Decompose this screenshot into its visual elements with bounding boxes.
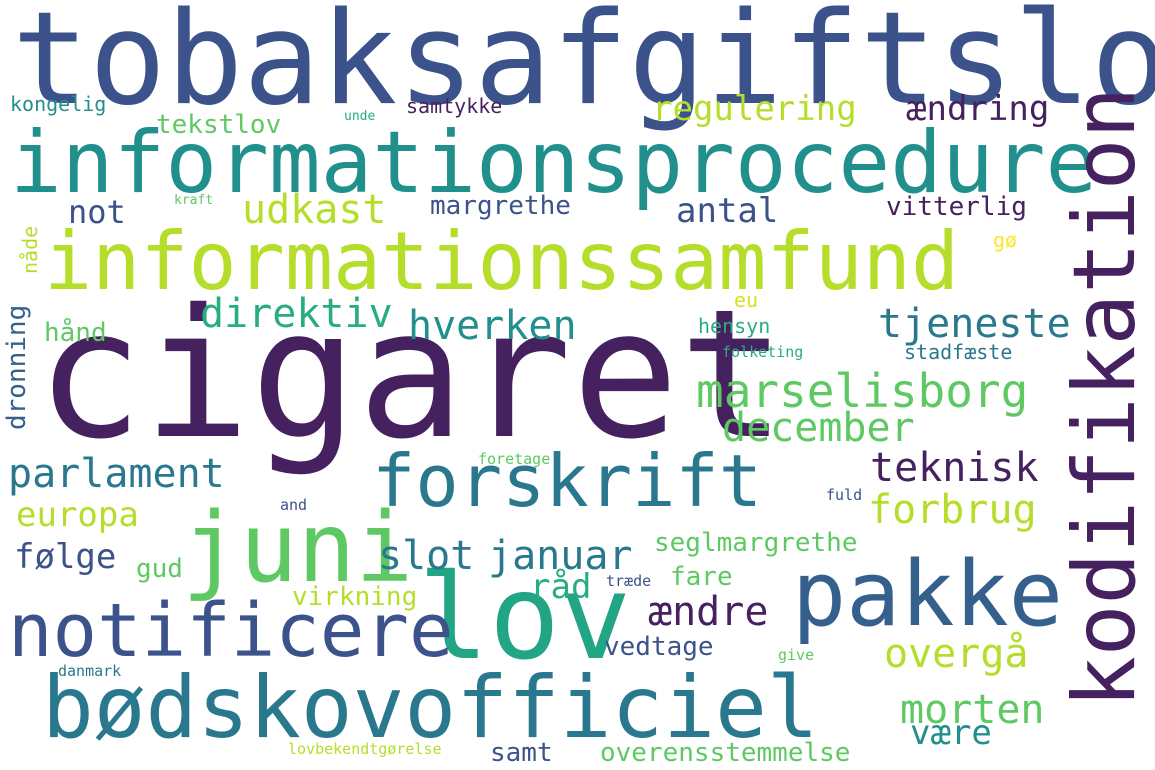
word-virkning: virkning	[292, 582, 418, 612]
word-slot: slot	[378, 533, 475, 579]
word-forskrift: forskrift	[372, 439, 763, 523]
word-go: gø	[993, 228, 1018, 252]
word-danmark: danmark	[58, 662, 122, 680]
word-give: give	[778, 646, 815, 664]
word-tekstlov: tekstlov	[156, 110, 282, 140]
word-morten: morten	[900, 687, 1045, 733]
word-lovbekendtgorelse: lovbekendtgørelse	[288, 740, 442, 758]
word-foretage: foretage	[478, 450, 551, 468]
word-folge: følge	[14, 537, 117, 577]
word-gud: gud	[136, 554, 183, 584]
word-juni: juni	[182, 492, 414, 604]
word-rad: råd	[530, 567, 592, 607]
word-hverken: hverken	[408, 303, 577, 349]
word-stadfaeste: stadfæste	[904, 340, 1013, 364]
word-informationsprocedure: informationsprocedure	[10, 113, 1098, 213]
word-hensyn: hensyn	[698, 314, 771, 338]
word-seglmargrethe: seglmargrethe	[654, 528, 858, 558]
word-nade: nåde	[18, 225, 42, 274]
word-lov: lov	[418, 548, 632, 686]
word-kongelig: kongelig	[10, 92, 107, 116]
word-and: and	[280, 496, 308, 514]
word-regulering: regulering	[652, 89, 857, 129]
word-kodifikation: kodifikation	[1055, 86, 1155, 708]
word-traede: træde	[606, 572, 652, 590]
word-overensstemmelse: overensstemmelse	[600, 738, 851, 768]
word-aendring: ændring	[906, 89, 1050, 129]
word-teknisk: teknisk	[870, 445, 1039, 491]
word-udkast: udkast	[242, 187, 387, 233]
word-forbrug: forbrug	[868, 487, 1037, 533]
word-direktiv: direktiv	[200, 291, 393, 337]
word-pakke: pakke	[792, 542, 1063, 647]
word-samtykke: samtykke	[406, 94, 503, 118]
word-informationssamfund: informationssamfund	[44, 215, 960, 308]
word-not: not	[68, 193, 126, 231]
word-folketing: folketing	[722, 343, 804, 361]
word-tjeneste: tjeneste	[878, 301, 1071, 347]
word-eu: eu	[734, 288, 759, 312]
word-aendre: ændre	[648, 589, 769, 635]
word-parlament: parlament	[8, 451, 225, 497]
word-margrethe: margrethe	[430, 191, 571, 221]
word-fuld: fuld	[826, 486, 863, 504]
word-bodskovofficiel: bødskovofficiel	[42, 658, 819, 758]
word-vedtage: vedtage	[604, 632, 714, 662]
word-kraft: kraft	[174, 193, 214, 208]
word-fare: fare	[670, 562, 733, 592]
word-antal: antal	[676, 191, 779, 231]
word-marselisborg: marselisborg	[696, 364, 1029, 418]
word-europa: europa	[16, 495, 139, 535]
word-vitterlig: vitterlig	[886, 192, 1027, 222]
word-hand: hånd	[44, 318, 107, 348]
word-cigaret: cigaret	[36, 271, 787, 478]
word-notificere: notificere	[8, 588, 454, 674]
word-januar: januar	[488, 533, 633, 579]
word-dronning: dronning	[2, 304, 32, 430]
word-overga: overgå	[884, 631, 1029, 677]
word-unde: unde	[344, 109, 376, 124]
word-tobaksafgiftslov: tobaksafgiftslov	[12, 0, 1155, 134]
word-samt: samt	[490, 738, 553, 768]
word-december: december	[722, 405, 915, 451]
word-vaere: være	[910, 713, 992, 753]
